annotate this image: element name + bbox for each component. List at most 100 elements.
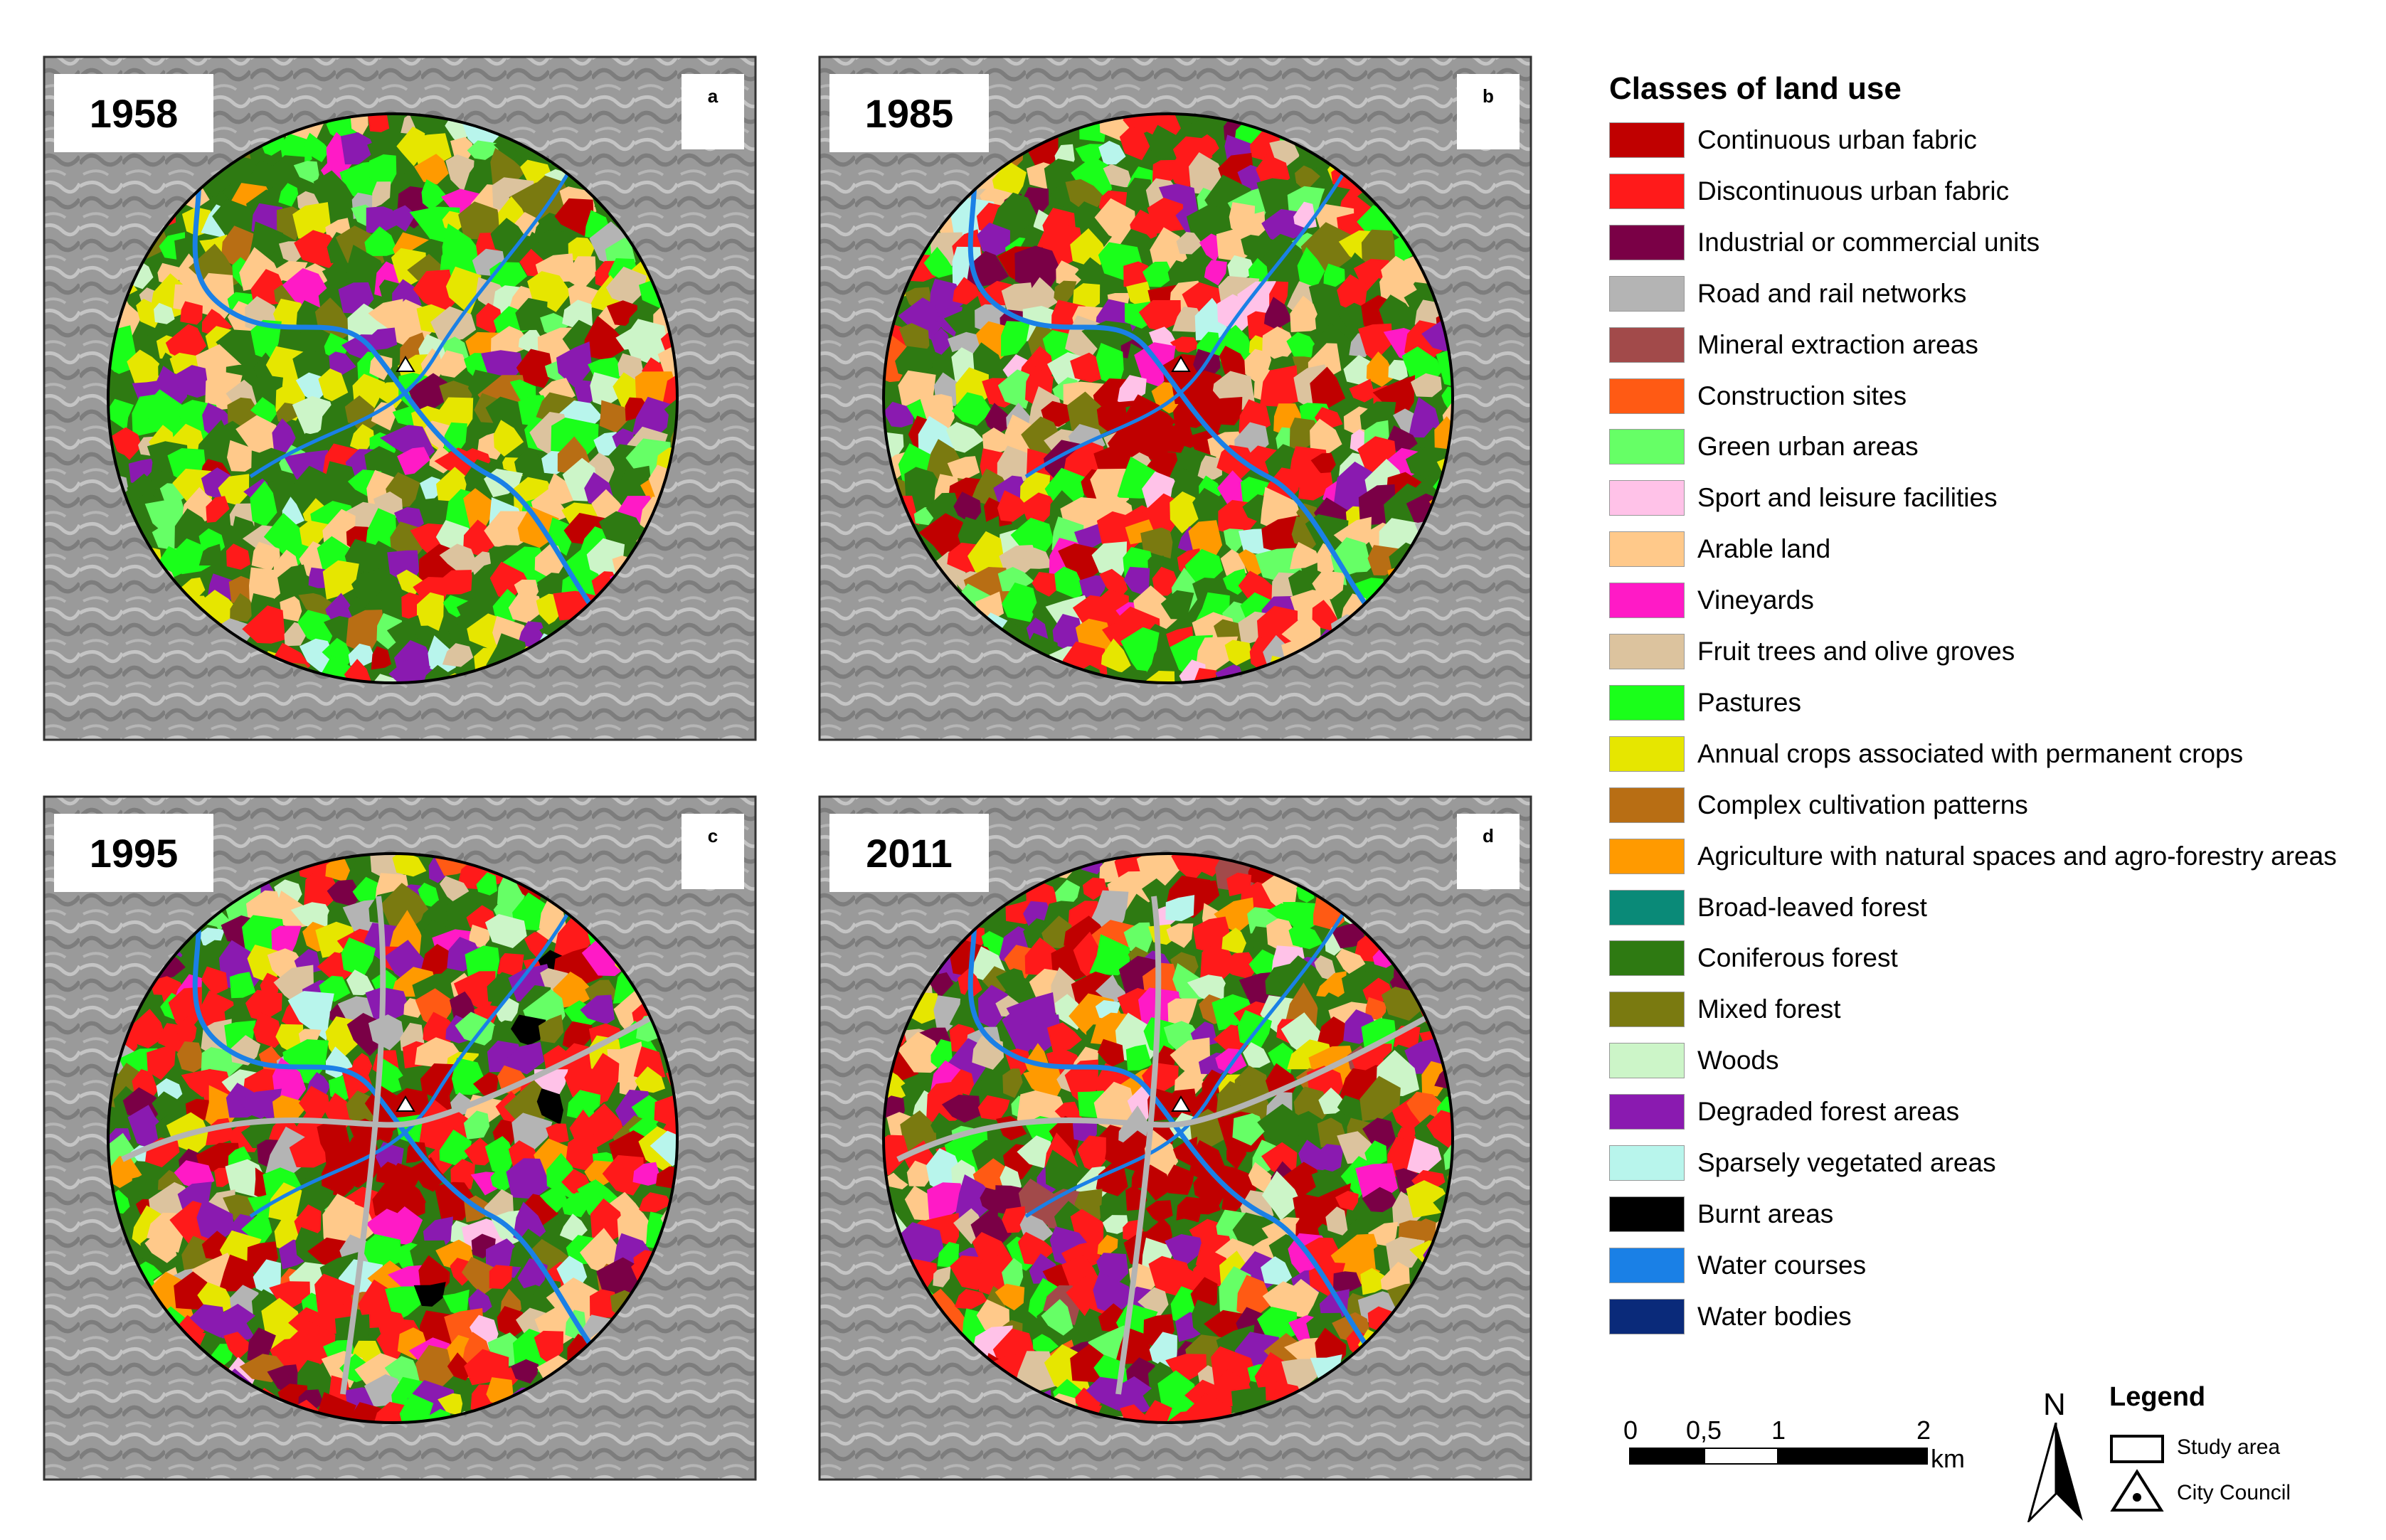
land-use-parcel	[1224, 639, 1253, 666]
land-use-parcel	[1065, 179, 1105, 216]
land-use-parcel	[624, 319, 668, 367]
land-use-parcel	[1295, 1215, 1320, 1238]
legend-swatch	[1609, 583, 1685, 619]
land-use-parcel	[919, 394, 955, 435]
land-use-parcel	[1261, 208, 1303, 245]
legend-swatch	[1609, 326, 1685, 363]
land-use-parcel	[953, 492, 982, 524]
legend-label: Agriculture with natural spaces and agro…	[1697, 841, 2337, 871]
land-use-parcel	[393, 205, 415, 232]
land-use-parcel	[346, 245, 386, 295]
land-use-parcel	[490, 147, 526, 189]
land-use-parcel	[1261, 515, 1305, 556]
land-use-parcel	[1364, 997, 1386, 1021]
legend-item: Burnt areas	[1609, 1196, 1833, 1232]
legend-swatch	[1609, 940, 1685, 977]
scale-segment	[1778, 1448, 1928, 1465]
legend-swatch	[1609, 634, 1685, 669]
legend-label: Mineral extraction areas	[1697, 329, 1978, 359]
land-use-parcel	[450, 1159, 475, 1190]
land-use-parcel	[388, 659, 430, 683]
land-use-parcel	[463, 488, 496, 532]
study-area-boundary	[882, 852, 1454, 1424]
land-use-parcel	[977, 1253, 1011, 1298]
legend-item: Continuous urban fabric	[1609, 122, 1977, 158]
land-use-parcel	[147, 1044, 176, 1080]
land-use-parcel	[546, 1123, 569, 1144]
land-use-parcel	[221, 225, 256, 268]
land-use-parcel	[218, 474, 250, 506]
land-use-parcel	[1335, 948, 1366, 975]
land-use-parcel	[1151, 642, 1176, 671]
land-use-parcel	[122, 1087, 165, 1122]
legend-label: Green urban areas	[1697, 432, 1919, 462]
land-use-parcel	[189, 1304, 226, 1338]
land-use-parcel	[242, 605, 285, 644]
land-use-parcel	[953, 277, 980, 305]
legend-label: Coniferous forest	[1697, 943, 1898, 973]
land-use-parcel	[566, 1090, 601, 1121]
land-use-parcel	[1142, 671, 1175, 683]
land-use-parcel	[1166, 923, 1194, 948]
map-panel-1985: 1985 b	[812, 50, 1538, 747]
land-use-parcel	[346, 610, 384, 655]
land-use-parcel	[982, 428, 1007, 455]
road	[121, 896, 677, 1395]
legend-label: Degraded forest areas	[1697, 1097, 1960, 1127]
land-use-parcel	[241, 1214, 272, 1249]
land-use-parcel	[625, 397, 653, 421]
year-label: 1958	[54, 74, 213, 152]
land-use-parcel	[524, 932, 550, 958]
land-use-parcel	[1279, 1279, 1320, 1318]
land-use-parcel	[277, 564, 310, 598]
land-use-parcel	[1232, 1113, 1265, 1146]
land-use-parcel	[1360, 1268, 1386, 1295]
land-use-parcel	[230, 593, 256, 622]
land-use-parcel	[131, 1177, 159, 1196]
land-use-parcel	[583, 316, 630, 361]
land-use-parcel	[340, 132, 376, 165]
land-use-parcel	[490, 218, 535, 255]
land-use-parcel	[898, 297, 942, 340]
land-use-parcel	[1074, 523, 1108, 552]
land-use-parcel	[1297, 247, 1325, 290]
scale-label: 0,5	[1686, 1416, 1722, 1445]
land-use-parcel	[196, 1199, 234, 1242]
land-use-parcel	[997, 490, 1030, 522]
land-use-parcel	[1077, 1135, 1106, 1173]
land-use-parcel	[1170, 1037, 1211, 1083]
land-use-parcel	[1062, 440, 1104, 479]
land-use-parcel	[654, 1089, 677, 1132]
land-use-parcel	[1221, 928, 1246, 955]
land-use-map	[43, 55, 757, 741]
land-use-parcel	[376, 1331, 406, 1366]
land-use-parcel	[977, 280, 1013, 307]
land-use-parcel	[1096, 343, 1124, 388]
land-use-parcel	[635, 1066, 666, 1093]
land-use-parcel	[1032, 572, 1059, 597]
land-use-parcel	[1197, 1190, 1221, 1215]
land-use-parcel	[467, 1288, 492, 1313]
legend-label: Complex cultivation patterns	[1697, 790, 2028, 819]
land-use-parcel	[1325, 1206, 1348, 1236]
land-use-parcel	[898, 323, 930, 356]
land-use-parcel	[1102, 1215, 1129, 1234]
land-use-parcel	[508, 590, 544, 624]
legend-swatch	[1609, 1145, 1685, 1181]
legend-item: Broad-leaved forest	[1609, 889, 1927, 925]
legend-item: Road and rail networks	[1609, 275, 1967, 312]
land-use-parcel	[251, 375, 283, 403]
legend-label: Road and rail networks	[1697, 278, 1967, 308]
land-use-parcel	[413, 269, 456, 315]
land-use-parcel	[1079, 575, 1110, 598]
land-use-parcel	[1358, 323, 1393, 362]
land-use-parcel	[1165, 1233, 1204, 1266]
land-use-parcel	[1138, 1287, 1169, 1322]
land-use-parcel	[1160, 590, 1194, 620]
city-council-marker	[1171, 356, 1191, 372]
land-use-parcel	[536, 1088, 563, 1125]
land-use-parcel	[511, 1359, 539, 1384]
land-use-parcel	[272, 155, 305, 188]
land-use-parcel	[884, 401, 915, 428]
land-use-parcel	[1024, 937, 1060, 976]
